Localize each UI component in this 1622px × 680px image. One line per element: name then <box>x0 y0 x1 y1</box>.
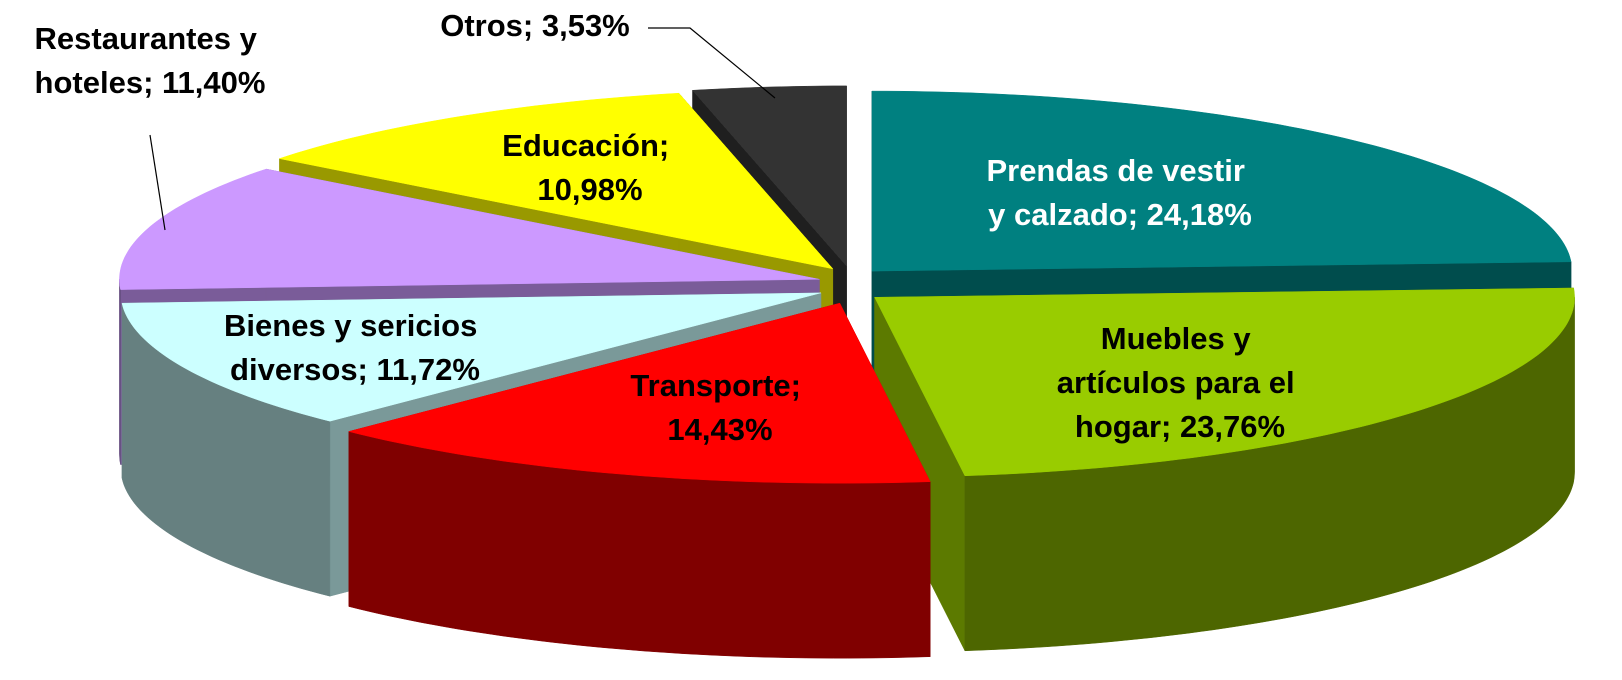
slice <box>278 92 834 270</box>
data-label-line: Muebles y <box>1101 321 1260 356</box>
slice <box>121 292 821 422</box>
slice <box>691 85 847 267</box>
data-label: Educación; 10,98% <box>502 128 678 207</box>
data-label-line: Otros; 3,53% <box>440 8 630 43</box>
data-label: Otros; 3,53% <box>440 8 630 43</box>
data-label-line: artículos para el <box>1057 365 1303 400</box>
slice <box>874 287 1575 477</box>
slice <box>348 302 931 484</box>
data-label-line: Transporte; <box>630 368 809 403</box>
data-label-line: hoteles; 11,40% <box>35 65 266 100</box>
data-label-line: Educación; <box>502 128 678 163</box>
data-label: Muebles y artículos para el hogar; 23,76… <box>1057 321 1303 444</box>
data-label: Restaurantes y hoteles; 11,40% <box>35 21 266 100</box>
slice-wall <box>119 279 121 465</box>
data-label-line: Restaurantes y <box>35 21 266 56</box>
data-label-line: y calzado; 24,18% <box>988 197 1252 232</box>
data-label-line: 14,43% <box>667 412 772 447</box>
data-label: Transporte; 14,43% <box>630 368 809 447</box>
data-label-line: hogar; 23,76% <box>1075 409 1285 444</box>
data-label-line: diversos; 11,72% <box>230 352 480 387</box>
data-label-line: 10,98% <box>537 172 642 207</box>
data-label: Prendas de vestir y calzado; 24,18% <box>986 153 1253 232</box>
leader-line <box>648 27 776 99</box>
data-label: Bienes y sericios diversos; 11,72% <box>224 308 486 387</box>
data-label-line: Bienes y sericios <box>224 308 486 343</box>
slice <box>871 90 1572 272</box>
data-label-line: Prendas de vestir <box>986 153 1253 188</box>
leader-line <box>149 134 166 231</box>
slice <box>119 168 820 290</box>
